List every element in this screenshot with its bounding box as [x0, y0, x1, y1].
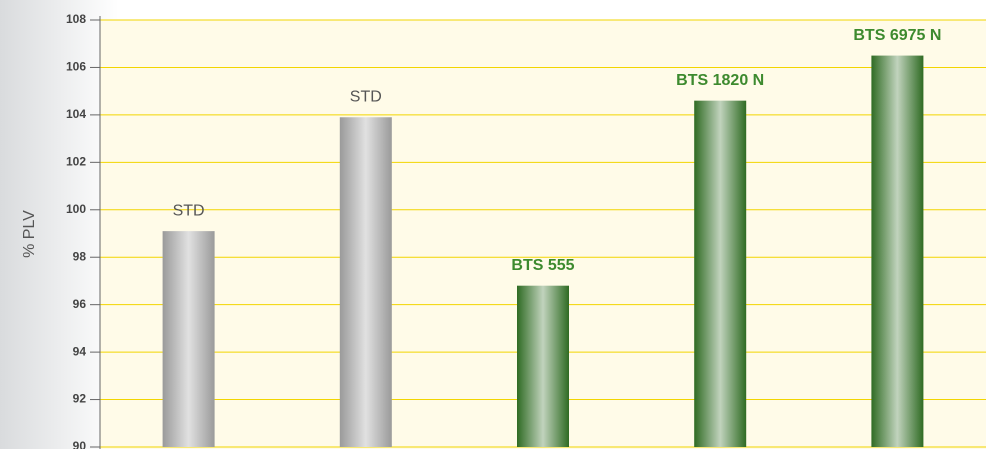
y-tick-label: 100 — [66, 202, 86, 216]
bar — [517, 285, 569, 447]
y-tick-label: 98 — [73, 249, 87, 263]
y-tick-label: 96 — [73, 297, 87, 311]
y-tick-label: 106 — [66, 60, 86, 74]
bar — [871, 55, 924, 447]
y-tick-label: 92 — [73, 392, 87, 406]
bar-label: BTS 6975 N — [853, 27, 941, 44]
bar-label: STD — [350, 88, 382, 105]
y-tick-label: 104 — [66, 107, 86, 121]
y-axis-label: % PLV — [21, 210, 38, 258]
bar-label: BTS 555 — [511, 257, 574, 274]
bar-label: STD — [173, 202, 205, 219]
bar — [694, 100, 747, 448]
bar-label: BTS 1820 N — [676, 72, 764, 89]
bar — [162, 231, 215, 447]
y-tick-label: 94 — [73, 344, 87, 358]
bar — [339, 117, 392, 447]
y-tick-label: 108 — [66, 12, 86, 26]
y-tick-label: 90 — [73, 439, 87, 449]
y-tick-label: 102 — [66, 155, 86, 169]
